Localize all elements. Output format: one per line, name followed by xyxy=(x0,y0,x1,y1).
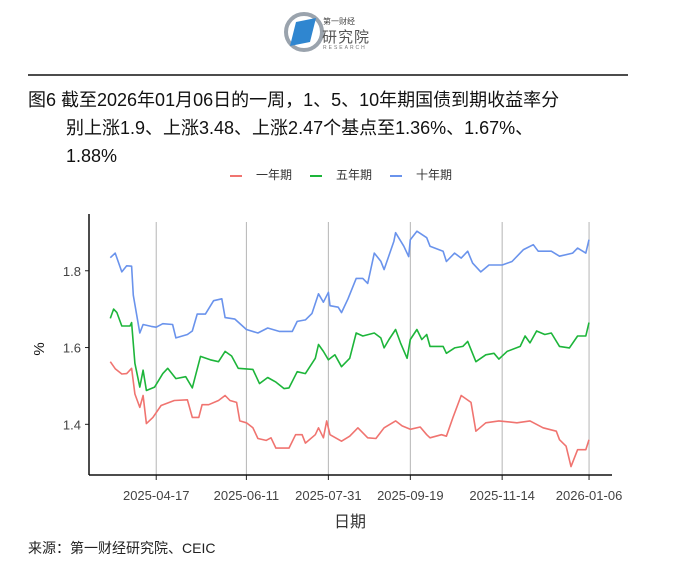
y-tick-label: 1.4 xyxy=(63,417,81,432)
x-tick-label: 2025-06-11 xyxy=(214,488,280,503)
legend: 一年期 五年期 十年期 xyxy=(230,166,452,183)
title-line-1: 图6 截至2026年01月06日的一周，1、5、10年期国债到期收益率分 xyxy=(28,90,560,110)
series-line-五年期 xyxy=(109,308,590,392)
y-axis-label: % xyxy=(31,342,48,355)
logo-text-sub: RESEARCH xyxy=(323,45,367,51)
y-tick-label: 1.6 xyxy=(63,341,81,356)
x-tick-label: 2026-01-06 xyxy=(556,488,623,503)
x-tick-label: 2025-04-17 xyxy=(123,488,190,503)
series-line-一年期 xyxy=(109,361,590,468)
title-line-2: 别上涨1.9、上涨3.48、上涨2.47个基点至1.36%、1.67%、 xyxy=(66,118,534,138)
legend-item: 十年期 xyxy=(390,166,452,183)
legend-item: 五年期 xyxy=(310,166,372,183)
logo-text-main: 研究院 xyxy=(322,29,371,46)
title-line-3: 1.88% xyxy=(66,146,118,166)
chart-title: 图6 截至2026年01月06日的一周，1、5、10年期国债到期收益率分 别上涨… xyxy=(28,86,648,170)
x-tick-label: 2025-09-19 xyxy=(377,488,444,503)
logo-icon xyxy=(284,12,324,52)
series-line-十年期 xyxy=(109,230,590,339)
x-tick-label: 2025-11-14 xyxy=(469,488,535,503)
y-tick-label: 1.8 xyxy=(63,264,81,279)
legend-item: 一年期 xyxy=(230,166,292,183)
x-axis-label: 日期 xyxy=(334,512,366,531)
source-note: 来源：第一财经研究院、CEIC xyxy=(28,540,216,556)
logo-text-top: 第一财经 xyxy=(323,17,355,26)
x-tick-label: 2025-07-31 xyxy=(295,488,362,503)
